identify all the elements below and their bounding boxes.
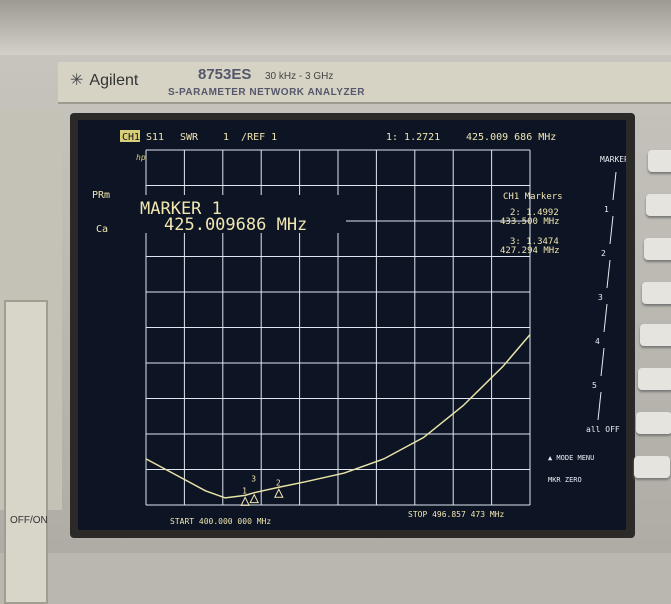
marker-2-label: 2 [276, 478, 281, 487]
marker-title: MARKER 1 [140, 199, 222, 219]
marker2-frequency: 433.500 MHz [500, 217, 560, 227]
markers: 1 2 3 [240, 475, 284, 506]
instrument-top [0, 0, 671, 55]
marker-readout: 1: 1.2721 [386, 132, 440, 143]
markers-list-title: CH1 Markers [503, 192, 563, 202]
marker-1-label: 1 [242, 486, 247, 495]
softkey-button[interactable] [638, 368, 671, 390]
softkey-marker-5[interactable]: 5 [592, 381, 597, 390]
softkey-underline [612, 171, 617, 201]
softkey-button[interactable] [636, 412, 671, 434]
softkey-underline [600, 347, 605, 377]
softkey-mode-menu[interactable]: ▲ MODE MENU [548, 454, 594, 462]
softkey-marker-4[interactable]: 4 [595, 337, 600, 346]
softkey-mkr-zero[interactable]: MKR ZERO [548, 476, 582, 484]
softkey-marker-all-off[interactable]: all OFF [586, 425, 620, 434]
power-switch-label[interactable]: OFF/ON [10, 515, 48, 526]
swr-plot: CH1 S11 SWR 1 /REF 1 1: 1.2721 425.009 6… [92, 130, 629, 526]
marker-3-label: 3 [251, 475, 256, 484]
softkey-button[interactable] [634, 456, 670, 478]
agilent-spark-icon: ✳ [70, 72, 84, 89]
marker-frequency: 425.009 686 MHz [466, 132, 556, 143]
softkey-menu-title: MARKER [600, 155, 626, 164]
softkey-underline [606, 259, 611, 289]
model-number: 8753ES [198, 66, 252, 83]
scale-label: 1 /REF 1 [223, 132, 277, 143]
marker-big-frequency: 425.009686 MHz [164, 215, 307, 235]
start-frequency: START 400.000 000 MHz [170, 517, 271, 526]
marker2-value: 2: 1.4992 [510, 208, 559, 218]
softkey-marker-2[interactable]: 2 [601, 249, 606, 258]
softkey-button[interactable] [642, 282, 671, 304]
marker3-value: 3: 1.3474 [510, 237, 559, 247]
softkey-marker-3[interactable]: 3 [598, 293, 603, 302]
floppy-drive [4, 300, 48, 604]
channel-label: CH1 [122, 132, 140, 143]
left-panel [0, 110, 62, 604]
brand-label-strip: ✳ Agilent 8753ES 30 kHz - 3 GHz S-PARAMET… [58, 62, 671, 104]
softkey-marker-1[interactable]: 1 [604, 205, 609, 214]
softkey-button[interactable] [648, 150, 671, 172]
display-screen: CH1 S11 SWR 1 /REF 1 1: 1.2721 425.009 6… [78, 120, 629, 530]
softkey-button[interactable] [646, 194, 671, 216]
marker-box [136, 195, 346, 233]
hp-label: hp [136, 153, 146, 162]
brand-name: Agilent [89, 72, 139, 89]
softkey-button[interactable] [640, 324, 671, 346]
correction-annotation: Ca [96, 224, 108, 235]
softkeys: 1 2 3 4 5 all OFF [586, 171, 620, 434]
marker-1-triangle [240, 496, 250, 506]
marker-3-triangle [249, 493, 260, 504]
agilent-logo: ✳ Agilent [70, 70, 138, 90]
marker3-frequency: 427.294 MHz [500, 246, 560, 256]
swr-trace [145, 334, 531, 499]
stop-frequency: STOP 496.857 473 MHz [408, 510, 505, 519]
softkey-underline [609, 215, 614, 245]
format-label: SWR [180, 132, 199, 143]
parameter-label: S11 [146, 132, 164, 143]
device-description: S-PARAMETER NETWORK ANALYZER [168, 87, 365, 98]
marker-2-triangle [274, 488, 284, 498]
softkey-button[interactable] [644, 238, 671, 260]
channel-badge [120, 130, 140, 142]
prm-annotation: PRm [92, 190, 110, 201]
softkey-underline [597, 391, 602, 421]
frequency-range: 30 kHz - 3 GHz [265, 71, 334, 82]
softkey-underline [603, 303, 608, 333]
